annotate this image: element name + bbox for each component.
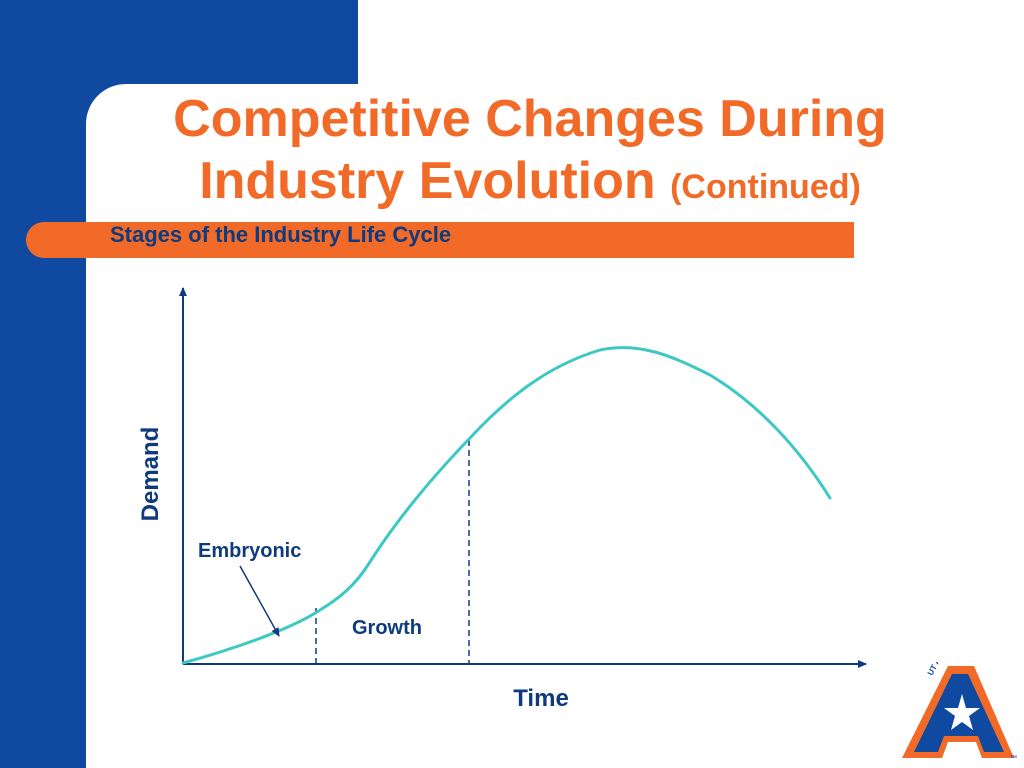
slide-title-suffix: (Continued): [670, 168, 861, 206]
y-axis-label: Demand: [137, 427, 164, 522]
growth-label: Growth: [352, 617, 422, 639]
slide-title-main: Competitive Changes During Industry Evol…: [173, 90, 887, 210]
embryonic-pointer-arrow: [239, 565, 280, 637]
slide-title: Competitive Changes During Industry Evol…: [110, 88, 950, 218]
slide-subtitle: Stages of the Industry Life Cycle: [110, 222, 452, 247]
content-panel: [86, 84, 1024, 768]
trademark-mark: ™: [1010, 755, 1017, 762]
x-axis-label: Time: [513, 685, 569, 712]
ut-arlington-logo: UT ARLINGTON ™: [902, 662, 1017, 762]
embryonic-label: Embryonic: [198, 540, 301, 562]
demand-curve: [181, 346, 832, 665]
subtitle-stripe: [26, 222, 854, 258]
